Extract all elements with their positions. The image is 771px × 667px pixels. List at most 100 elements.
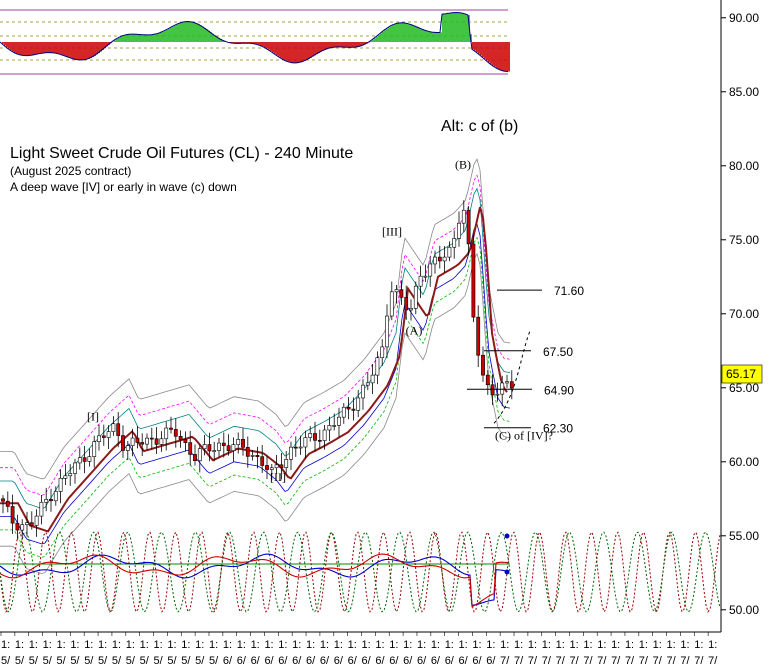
osc-bar: [60, 42, 62, 55]
candle-body: [298, 446, 303, 449]
candle-body: [77, 457, 82, 464]
candle-body: [255, 455, 260, 457]
osc-bar: [50, 42, 52, 53]
osc-bar: [288, 42, 290, 62]
osc-bar: [138, 34, 140, 42]
osc-bar: [484, 42, 486, 59]
candle-body: [135, 437, 140, 443]
candle-body: [313, 433, 317, 441]
osc-bar: [358, 42, 360, 47]
osc-bar: [180, 22, 182, 42]
osc-bar: [306, 42, 308, 60]
osc-bar: [356, 42, 358, 47]
candle-body: [490, 384, 495, 396]
osc-bar: [428, 31, 430, 42]
candle-body: [346, 406, 351, 410]
x-tick-label-bottom: 7/: [542, 655, 552, 667]
osc-bar: [58, 42, 60, 54]
osc-bar: [432, 32, 434, 42]
candle-body: [303, 437, 308, 448]
osc-bar: [268, 42, 270, 50]
candle-body: [317, 440, 322, 442]
x-tick-label-top: 1:: [334, 639, 343, 651]
candle-body: [509, 381, 514, 389]
osc-bar: [414, 25, 416, 42]
osc-bar: [122, 35, 124, 42]
osc-bar: [458, 12, 460, 42]
osc-bar: [166, 29, 168, 42]
y-tick-label: 55.00: [729, 529, 759, 543]
osc-bar: [34, 42, 36, 55]
osc-bar: [286, 42, 288, 61]
osc-bar: [408, 23, 410, 42]
osc-bar: [196, 23, 198, 42]
candle-body: [231, 444, 236, 451]
x-tick-label-bottom: 5/: [112, 655, 122, 667]
x-tick-label-top: 1:: [15, 639, 24, 651]
osc-bar: [104, 42, 106, 49]
osc-bar: [504, 42, 506, 72]
x-tick-label-bottom: 5/: [84, 655, 94, 667]
osc-bar: [84, 42, 86, 60]
candle-body: [116, 423, 121, 436]
osc-bar: [506, 42, 508, 72]
x-tick-label-top: 1:: [639, 639, 648, 651]
x-tick-label-top: 1:: [320, 639, 329, 651]
osc-bar: [412, 24, 414, 42]
cycle-dot: [504, 569, 510, 575]
osc-bar: [380, 33, 382, 42]
x-tick-label-top: 1:: [112, 639, 121, 651]
x-tick-label-top: 1:: [569, 639, 578, 651]
x-tick-label-bottom: 7/: [597, 655, 607, 667]
x-tick-label-top: 1:: [29, 639, 38, 651]
osc-bar: [418, 27, 420, 42]
osc-bar: [382, 31, 384, 42]
x-tick-label-top: 1:: [653, 639, 662, 651]
osc-bar: [250, 42, 252, 44]
osc-bar: [82, 42, 84, 60]
osc-bar: [422, 29, 424, 42]
osc-bar: [280, 42, 282, 58]
osc-bar: [342, 42, 344, 47]
chart-title: Light Sweet Crude Oil Futures (CL) - 240…: [10, 145, 353, 162]
osc-bar: [72, 42, 74, 59]
wave-label: [III]: [382, 224, 402, 238]
x-tick-label-bottom: 5/: [15, 655, 25, 667]
osc-bar: [230, 42, 232, 43]
candle-body: [101, 435, 106, 438]
x-tick-label-bottom: 6/: [251, 655, 261, 667]
osc-bar: [134, 34, 136, 42]
candle-body: [250, 455, 255, 457]
time-axis: 1:5/1:5/1:5/1:5/1:5/1:5/1:5/1:5/1:5/1:5/…: [0, 632, 718, 667]
candle-body: [365, 382, 370, 386]
candle-body: [389, 291, 394, 317]
osc-bar: [378, 34, 380, 42]
osc-bar: [40, 42, 42, 54]
osc-bar: [496, 42, 498, 68]
candle-body: [322, 429, 327, 441]
osc-bar: [236, 42, 238, 44]
osc-bar: [340, 42, 342, 47]
cycle-wave: [0, 531, 721, 613]
osc-bar: [252, 42, 254, 44]
x-tick-label-top: 1:: [625, 639, 634, 651]
x-tick-label-bottom: 6/: [306, 655, 316, 667]
wave-label: (C) of [IV]?: [495, 429, 553, 443]
x-tick-label-bottom: 6/: [417, 655, 427, 667]
osc-bar: [416, 26, 418, 42]
candle-body: [92, 441, 97, 457]
osc-bar: [136, 34, 138, 42]
x-tick-label-top: 1:: [292, 639, 301, 651]
osc-bar: [466, 14, 468, 42]
x-tick-label-top: 1:: [84, 639, 93, 651]
osc-bar: [150, 34, 152, 42]
candle-body: [169, 427, 173, 430]
osc-bar: [262, 42, 264, 47]
osc-bar: [326, 42, 328, 50]
osc-bar: [256, 42, 258, 45]
candle-body: [380, 346, 385, 359]
candle-body: [97, 435, 101, 443]
osc-bar: [344, 42, 346, 48]
osc-bar: [208, 30, 210, 42]
osc-bar: [498, 42, 500, 70]
